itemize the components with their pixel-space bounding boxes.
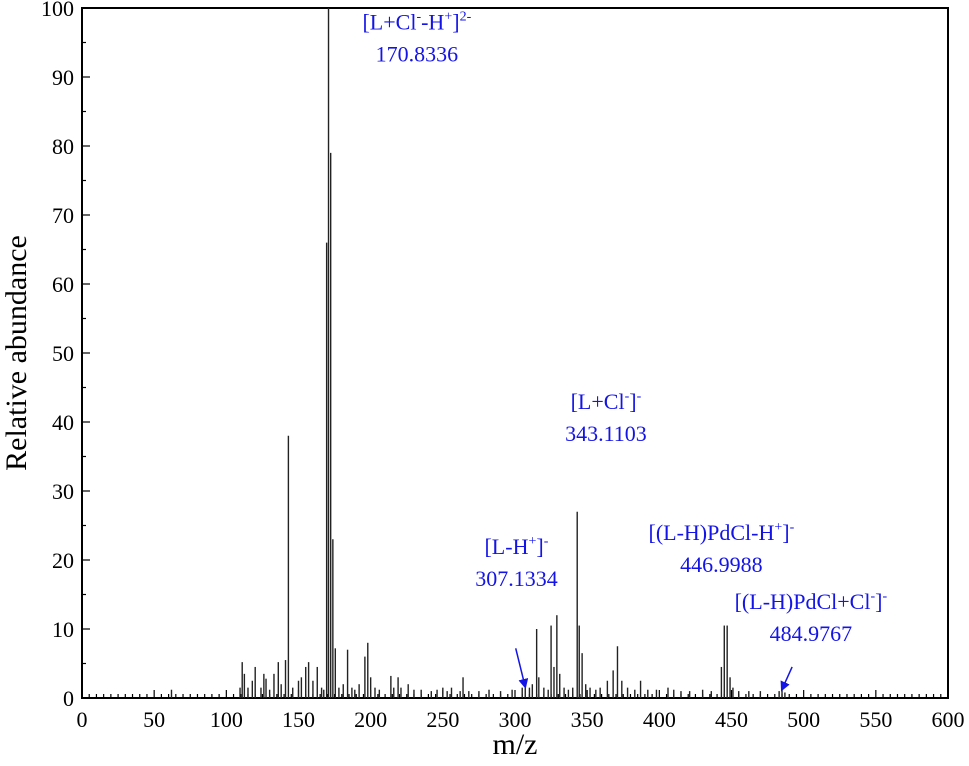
x-tick-label: 600 [932, 707, 965, 732]
annotation-formula: [L-H+]- [484, 534, 548, 559]
formula-text: ] [629, 389, 636, 414]
x-tick-label: 300 [499, 707, 532, 732]
annotation-value: 170.8336 [376, 42, 459, 67]
formula-superscript: + [528, 534, 536, 549]
x-tick-label: 400 [643, 707, 676, 732]
annotation-value: 307.1334 [475, 566, 558, 591]
y-tick-label: 30 [52, 479, 74, 504]
annotation-formula: [L+Cl-]- [571, 389, 642, 414]
x-tick-label: 50 [143, 707, 165, 732]
annotation-value: 484.9767 [770, 621, 853, 646]
x-tick-label: 350 [571, 707, 604, 732]
formula-superscript: + [444, 10, 452, 25]
formula-text: ] [875, 589, 882, 614]
y-tick-label: 80 [52, 134, 74, 159]
formula-text: [L+Cl [362, 10, 416, 35]
peak-annotation-446.9988: [(L-H)PdCl-H+]- 446.9988 [649, 520, 795, 577]
x-tick-label: 150 [282, 707, 315, 732]
annotation-formula: [(L-H)PdCl+Cl-]- [735, 589, 888, 614]
peak-annotation-484.9767: [(L-H)PdCl+Cl-]- 484.9767 [735, 589, 888, 692]
peak-annotation-170.8336: [L+Cl--H+]2- 170.8336 [362, 10, 471, 67]
y-tick-label: 50 [52, 341, 74, 366]
annotation-arrow [780, 666, 793, 692]
annotation-value: 446.9988 [680, 552, 763, 577]
y-tick-label: 90 [52, 65, 74, 90]
formula-superscript: - [416, 10, 421, 25]
formula-text: [(L-H)PdCl+Cl [735, 589, 871, 614]
y-tick-label: 40 [52, 410, 74, 435]
x-tick-label: 100 [210, 707, 243, 732]
x-tick-label: 0 [77, 707, 88, 732]
x-tick-label: 450 [715, 707, 748, 732]
y-axis: 0 10 20 30 40 50 60 70 80 90 100 [41, 0, 90, 711]
x-tick-label: 250 [426, 707, 459, 732]
formula-text: [L+Cl [571, 389, 625, 414]
formula-text: [L-H [484, 534, 528, 559]
x-axis-title: m/z [493, 728, 538, 761]
x-axis: 0 50 100 150 200 250 300 350 400 450 500 550 600 [77, 690, 965, 732]
y-tick-label: 100 [41, 0, 74, 21]
formula-superscript: - [882, 589, 887, 604]
formula-text: -H [421, 10, 444, 35]
peak-annotations: [L+Cl--H+]2-170.8336[L+Cl-]-343.1103[L-H… [362, 10, 888, 692]
x-tick-label: 550 [859, 707, 892, 732]
formula-superscript: - [625, 389, 630, 404]
formula-superscript: - [544, 534, 549, 549]
y-axis-title: Relative abundance [0, 235, 33, 471]
annotation-value: 343.1103 [565, 421, 647, 446]
y-tick-label: 10 [52, 617, 74, 642]
annotation-formula: [L+Cl--H+]2- [362, 10, 471, 35]
spectrum-peaks [170, 8, 786, 698]
y-tick-label: 20 [52, 548, 74, 573]
x-tick-label: 200 [354, 707, 387, 732]
peak-annotation-343.1103: [L+Cl-]- 343.1103 [565, 389, 647, 446]
formula-superscript: - [637, 389, 642, 404]
peak-annotation-307.1334: [L-H+]- 307.1334 [475, 534, 558, 689]
annotation-formula: [(L-H)PdCl-H+]- [649, 520, 795, 545]
y-tick-label: 70 [52, 203, 74, 228]
y-tick-label: 0 [63, 686, 74, 711]
formula-superscript: 2- [460, 10, 472, 25]
formula-superscript: + [774, 520, 782, 535]
formula-superscript: - [790, 520, 795, 535]
formula-text: [(L-H)PdCl-H [649, 520, 775, 545]
x-tick-label: 500 [787, 707, 820, 732]
formula-superscript: - [870, 589, 875, 604]
annotation-arrow [514, 648, 529, 689]
formula-text: ] [782, 520, 789, 545]
y-tick-label: 60 [52, 272, 74, 297]
formula-text: ] [536, 534, 543, 559]
formula-text: ] [452, 10, 459, 35]
